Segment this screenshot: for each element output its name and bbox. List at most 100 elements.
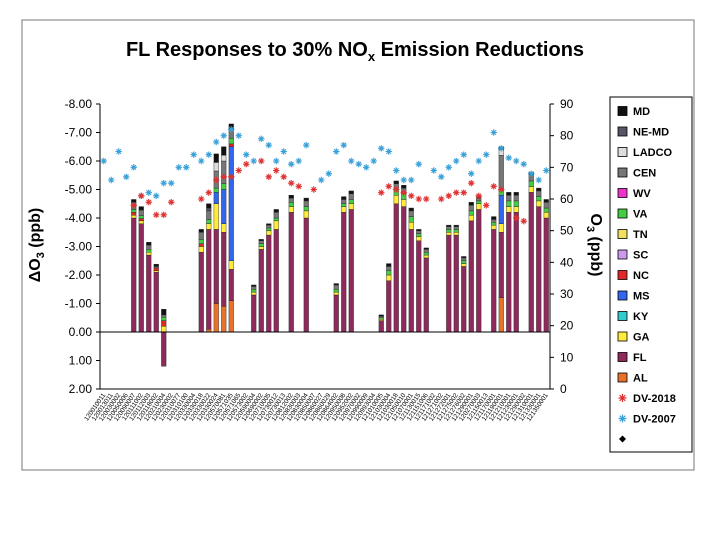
bar-segment-va [491, 222, 497, 226]
bar-segment-cen [453, 226, 459, 230]
bar-segment-fl [536, 206, 542, 333]
dv-2007-marker [483, 151, 490, 158]
dv-2007-marker [258, 135, 265, 143]
bar-segment-md [221, 146, 227, 156]
dv-2007-marker [153, 192, 160, 200]
dv-2018-marker [513, 214, 520, 222]
bar-segment-md [461, 256, 467, 259]
bar-segment-ladco [213, 162, 219, 172]
bar-segment-al [221, 306, 227, 333]
bar-segment-ga [258, 246, 264, 250]
bar-segment-fl [543, 217, 549, 333]
dv-2007-marker [363, 164, 370, 171]
bar-segment-cen [251, 286, 257, 290]
bar-segment-va [348, 199, 354, 204]
dv-2007-marker [355, 160, 362, 168]
y-left-tick-label: -8.00 [65, 97, 93, 111]
y-right-tick-label: 30 [560, 287, 574, 301]
bar-segment-va [528, 180, 534, 187]
bar-segment-cen [423, 249, 429, 253]
dv-2007-marker [250, 157, 257, 165]
bar-segment-md [131, 199, 137, 203]
bar-segment-fl [446, 234, 452, 333]
dv-2007-marker [235, 132, 242, 139]
bar-segment-fl [273, 229, 279, 333]
chart-title-rest: Emission Reductions [375, 39, 584, 61]
bar-segment-va [513, 200, 519, 207]
bar-segment-md [273, 209, 279, 213]
dv-2007-marker [115, 148, 122, 155]
bar-segment-fl [468, 220, 474, 333]
chart-title-main: FL Responses to 30% NO [126, 39, 368, 61]
y-right-tick-label: 60 [560, 192, 574, 206]
dv-2007-marker [438, 173, 445, 181]
bar-segment-md [206, 203, 212, 209]
bar-segment-cen [543, 202, 549, 209]
dv-2018-marker [198, 195, 205, 203]
bar-segment-va [198, 239, 204, 244]
dv-2007-marker [385, 148, 392, 155]
y-right-tick-label: 0 [560, 382, 567, 396]
bar-segment-fl [153, 271, 159, 333]
bar-segment-va [453, 229, 459, 233]
dv-2007-marker [295, 157, 302, 165]
bar-segment-md [258, 239, 264, 242]
dv-2018-marker [265, 173, 272, 181]
dv-2007-marker [340, 141, 347, 149]
bar-segment-md [288, 194, 294, 199]
dv-2007-marker [393, 167, 400, 174]
bar-segment-ga [288, 206, 294, 213]
bar-segment-cen [461, 257, 467, 261]
bar-segment-cen [446, 226, 452, 230]
legend-marker-dv-2007 [618, 414, 627, 423]
dv-markers [100, 126, 550, 225]
bar-segment-md [393, 180, 399, 184]
y-right-tick-label: 90 [560, 97, 574, 111]
bar-segment-va [161, 316, 167, 321]
dv-2018-marker [483, 202, 490, 209]
y-left-label-main: ΔO [27, 258, 44, 282]
dv-2018-marker [415, 195, 422, 203]
dv-2018-marker [445, 192, 452, 200]
dv-2007-marker [273, 157, 280, 165]
dv-2007-marker [213, 138, 220, 146]
bar-segment-nc [228, 143, 234, 147]
y-left-tick-label: -5.00 [65, 183, 93, 197]
bar-segment-cen [378, 316, 384, 318]
bar-segment-fl [228, 269, 234, 301]
y-left-tick-label: 2.00 [69, 382, 93, 396]
bar-segment-va [408, 216, 414, 223]
bar-segment-ga [266, 230, 272, 236]
bar-segment-fl [161, 331, 167, 367]
dv-2007-marker [220, 132, 227, 139]
legend-marker-dv-2018 [618, 394, 627, 402]
bar-segment-cen [153, 266, 159, 269]
bar-segment-va [206, 219, 212, 224]
bar-segment-md [423, 247, 429, 250]
bar-segment-fl [393, 203, 399, 333]
legend-swatch-ms [617, 290, 628, 301]
legend-label: SC [633, 250, 648, 262]
bar-segment-cen [273, 212, 279, 219]
bar-segment-md [453, 224, 459, 227]
bar-segment-md [266, 223, 272, 226]
legend-label: VA [633, 209, 648, 221]
legend-label: CEN [633, 168, 656, 180]
bar-segment-va [446, 229, 452, 233]
bar-segment-ga [528, 186, 534, 193]
bar-segment-md [491, 216, 497, 220]
bar-segment-ladco [221, 155, 227, 162]
bar-segment-al [213, 303, 219, 333]
dv-2018-marker [475, 192, 482, 200]
dv-2018-marker [168, 198, 175, 206]
dv-2007-marker [460, 151, 467, 158]
dv-2018-marker [138, 192, 145, 200]
legend-swatch-nc [617, 270, 628, 280]
chart-title: FL Responses to 30% NOx Emission Reducti… [126, 39, 584, 64]
bar-segment-ga [386, 274, 392, 281]
bar-segment-cen [146, 244, 152, 250]
legend-swatch-sc [617, 249, 628, 260]
chart-title-sub: x [368, 49, 376, 64]
bar-segment-fl [258, 249, 264, 333]
